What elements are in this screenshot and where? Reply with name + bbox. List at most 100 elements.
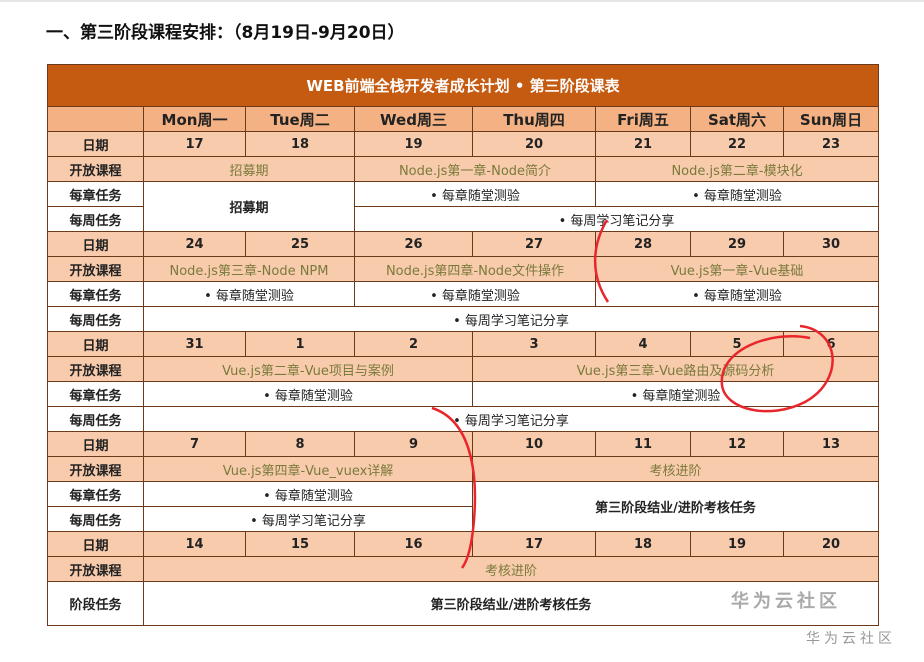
- date-cell: 11: [595, 431, 691, 457]
- weekly-task-row: 每周任务 • 每周学习笔记分享: [47, 506, 879, 532]
- task-cell: 招募期: [143, 181, 355, 232]
- task-cell: • 每章随堂测验: [354, 181, 596, 207]
- task-cell: • 每章随堂测验: [143, 481, 473, 507]
- chapter-task-row: 每章任务 • 每章随堂测验 第三阶段结业/进阶考核任务: [47, 481, 880, 532]
- weekly-task-row: 每周任务 • 每周学习笔记分享: [47, 206, 880, 232]
- task-cell: • 每章随堂测验: [143, 381, 473, 407]
- task-cell: • 每章随堂测验: [471, 381, 880, 407]
- chapter-task-row: 每章任务 • 每章随堂测验 • 每章随堂测验 • 每章随堂测验: [47, 281, 880, 307]
- stage-task-row: 阶段任务 第三阶段结业/进阶考核任务: [47, 581, 880, 626]
- row-label: 日期: [47, 431, 144, 457]
- course-cell: Vue.js第三章-Vue路由及源码分析: [471, 356, 880, 382]
- date-cell: 9: [354, 431, 473, 457]
- task-cell: • 每周学习笔记分享: [353, 206, 880, 232]
- date-cell: 24: [143, 231, 246, 257]
- row-label: 每章任务: [47, 381, 144, 407]
- date-cell: 29: [690, 231, 784, 257]
- date-cell: 20: [472, 131, 596, 157]
- task-cell: • 每章随堂测验: [143, 281, 355, 307]
- row-label: 每章任务: [47, 281, 144, 307]
- date-cell: 21: [595, 131, 691, 157]
- weekday-header-row: Mon周一 Tue周二 Wed周三 Thu周四 Fri周五 Sat周六 Sun周日: [47, 106, 880, 132]
- task-cell: • 每章随堂测验: [594, 181, 880, 207]
- date-cell: 20: [782, 531, 880, 557]
- watermark-logo: 华为云社区: [731, 591, 841, 612]
- row-label: 日期: [47, 131, 144, 157]
- row-label: 每章任务: [47, 481, 144, 507]
- day-header: Sun周日: [782, 106, 880, 132]
- date-cell: 18: [595, 531, 691, 557]
- date-cell: 26: [354, 231, 473, 257]
- date-cell: 2: [354, 331, 473, 357]
- chapter-task-row: 每章任务 • 每章随堂测验 • 每章随堂测验: [47, 381, 880, 407]
- date-row: 日期 31 1 2 3 4 5 6: [47, 331, 880, 357]
- task-cell: 第三阶段结业/进阶考核任务: [142, 581, 880, 626]
- course-row: 开放课程 Vue.js第二章-Vue项目与案例 Vue.js第三章-Vue路由及源…: [47, 356, 880, 382]
- schedule-table: WEB前端全栈开发者成长计划 • 第三阶段课表 Mon周一 Tue周二 Wed周三 T…: [46, 64, 880, 626]
- date-cell: 30: [782, 231, 880, 257]
- section-heading: 一、第三阶段课程安排：（8月19日-9月20日）: [46, 23, 405, 43]
- course-row: 开放课程 招募期 Node.js第一章-Node简介 Node.js第二章-模块化: [47, 156, 880, 182]
- row-label: 日期: [47, 231, 144, 257]
- date-row: 日期 14 15 16 17 18 19 20: [47, 531, 880, 557]
- date-cell: 31: [143, 331, 246, 357]
- course-cell: Node.js第四章-Node文件操作: [354, 256, 596, 282]
- date-cell: 23: [782, 131, 880, 157]
- weekly-task-row: 每周任务 • 每周学习笔记分享: [47, 306, 880, 332]
- date-cell: 6: [782, 331, 880, 357]
- date-cell: 13: [782, 431, 880, 457]
- course-cell: Vue.js第四章-Vue_vuex详解: [143, 456, 473, 482]
- date-cell: 28: [595, 231, 691, 257]
- date-cell: 17: [143, 131, 246, 157]
- date-cell: 16: [354, 531, 473, 557]
- row-label: 日期: [47, 331, 144, 357]
- row-label: 每周任务: [47, 206, 144, 232]
- course-cell: 考核进阶: [142, 556, 880, 582]
- day-header: Tue周二: [245, 106, 355, 132]
- date-cell: 18: [245, 131, 355, 157]
- course-row: 开放课程 考核进阶: [47, 556, 880, 582]
- course-cell: Node.js第一章-Node简介: [354, 156, 596, 182]
- date-cell: 22: [690, 131, 784, 157]
- row-label: 开放课程: [47, 456, 144, 482]
- date-cell: 12: [690, 431, 784, 457]
- chapter-task-row: 每章任务 招募期 • 每章随堂测验 • 每章随堂测验: [47, 181, 880, 232]
- table-title: WEB前端全栈开发者成长计划 • 第三阶段课表: [46, 64, 880, 107]
- date-cell: 10: [472, 431, 596, 457]
- task-cell: • 每周学习笔记分享: [143, 506, 473, 532]
- divider: [0, 0, 924, 2]
- day-header: Thu周四: [472, 106, 596, 132]
- date-row: 日期 7 8 9 10 11 12 13: [47, 431, 880, 457]
- task-cell: • 每周学习笔记分享: [142, 306, 880, 332]
- date-cell: 15: [245, 531, 355, 557]
- row-label: 日期: [47, 531, 144, 557]
- date-cell: 27: [472, 231, 596, 257]
- row-label: 每周任务: [47, 506, 144, 532]
- course-cell: 考核进阶: [471, 456, 880, 482]
- course-cell: Node.js第二章-模块化: [594, 156, 880, 182]
- course-cell: 招募期: [143, 156, 355, 182]
- date-cell: 19: [354, 131, 473, 157]
- watermark-text: 华为云社区: [806, 631, 896, 647]
- row-label: 开放课程: [47, 556, 144, 582]
- date-cell: 25: [245, 231, 355, 257]
- date-cell: 14: [143, 531, 246, 557]
- task-cell: • 每周学习笔记分享: [142, 406, 880, 432]
- date-cell: 1: [245, 331, 355, 357]
- date-cell: 4: [595, 331, 691, 357]
- course-cell: Vue.js第二章-Vue项目与案例: [143, 356, 473, 382]
- row-label: 开放课程: [47, 256, 144, 282]
- date-cell: 19: [690, 531, 784, 557]
- day-header: Wed周三: [354, 106, 473, 132]
- task-cell: • 每章随堂测验: [354, 281, 596, 307]
- course-row: 开放课程 Vue.js第四章-Vue_vuex详解 考核进阶: [47, 456, 880, 482]
- course-row: 开放课程 Node.js第三章-Node NPM Node.js第四章-Node文…: [47, 256, 880, 282]
- task-cell: • 每章随堂测验: [594, 281, 880, 307]
- date-cell: 17: [472, 531, 596, 557]
- weekly-task-row: 每周任务 • 每周学习笔记分享: [47, 406, 880, 432]
- day-header: Fri周五: [595, 106, 691, 132]
- course-cell: Node.js第三章-Node NPM: [143, 256, 355, 282]
- date-cell: 5: [690, 331, 784, 357]
- row-label: 开放课程: [47, 356, 144, 382]
- date-cell: 3: [472, 331, 596, 357]
